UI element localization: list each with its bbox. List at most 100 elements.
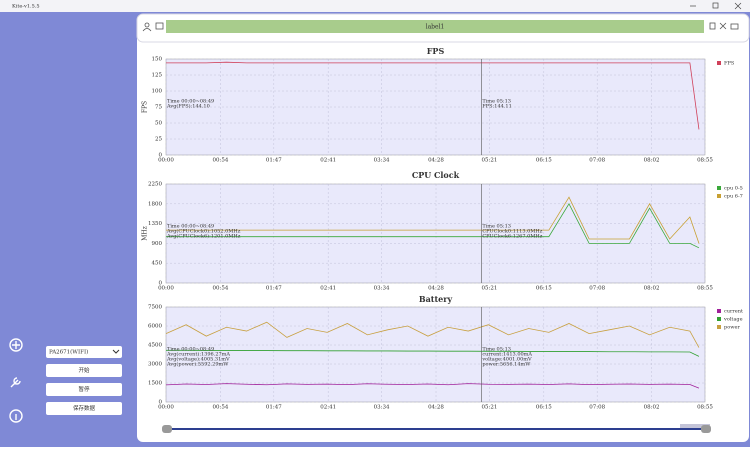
x-tick-label: 04:28	[428, 286, 444, 292]
x-tick-label: 00:00	[158, 405, 174, 411]
y-tick-label: 7500	[148, 305, 162, 311]
annotation: Avg(CPUClock0):1052.0MHz	[166, 228, 241, 235]
y-tick-label: 1500	[148, 381, 162, 387]
annotation: Avg(CPUClock6):1201.0MHz	[166, 233, 241, 240]
y-tick-label: 1350	[148, 221, 162, 227]
legend-swatch	[717, 309, 721, 313]
x-tick-label: 01:47	[266, 405, 282, 411]
annotation: CPUClock6:1267.0MHz	[482, 234, 542, 240]
x-tick-label: 07:08	[589, 286, 605, 292]
y-tick-label: 75	[155, 105, 162, 111]
window-controls[interactable]	[690, 2, 742, 10]
button[interactable]	[46, 364, 122, 377]
x-tick-label: 00:54	[212, 405, 228, 411]
x-tick-label: 04:28	[428, 158, 444, 164]
device-select[interactable]	[46, 346, 122, 358]
series-line	[166, 202, 700, 249]
x-tick-label: 04:28	[428, 405, 444, 411]
x-tick-label: 03:34	[374, 286, 390, 292]
x-tick-label: 08:02	[644, 286, 660, 292]
y-tick-label: 100	[152, 89, 163, 95]
button[interactable]	[46, 402, 122, 415]
x-tick-label: 02:41	[320, 405, 336, 411]
legend-label: FPS	[724, 61, 735, 67]
x-tick-label: 05:21	[481, 158, 497, 164]
x-tick-label: 08:02	[644, 405, 660, 411]
x-tick-label: 06:15	[536, 405, 552, 411]
y-tick-label: 50	[155, 121, 162, 127]
x-tick-label: 03:34	[374, 158, 390, 164]
y-axis-label: MHz	[142, 226, 149, 241]
annotation: voltage:4001.00mV	[481, 357, 532, 363]
label-bar	[166, 20, 704, 33]
annotation: power:5656.14mW	[482, 362, 531, 368]
button-label: 保存数据	[73, 404, 96, 412]
annotation: Avg(current):1396.27mA	[166, 351, 230, 358]
annotation: Time 00:00~08:49	[167, 99, 214, 105]
x-tick-label: 02:41	[320, 286, 336, 292]
annotation: CPUClock0:1113.0MHz	[482, 229, 542, 235]
annotation: current:1413.00mA	[482, 352, 532, 358]
x-tick-label: 07:08	[589, 405, 605, 411]
slider-handle[interactable]	[701, 425, 711, 433]
annotation: Time 00:00~08:49	[167, 347, 214, 353]
legend-swatch	[717, 61, 721, 65]
sidebar-icons[interactable]	[9, 338, 23, 423]
y-tick-label: 4500	[148, 343, 162, 349]
y-tick-label: 6000	[148, 324, 162, 330]
x-tick-label: 06:15	[536, 158, 552, 164]
y-tick-label: 125	[152, 73, 163, 79]
button-label: 开始	[78, 366, 90, 374]
toolbar-icons[interactable]	[142, 22, 739, 32]
x-tick-label: 07:08	[589, 158, 605, 164]
slider-handle[interactable]	[162, 425, 172, 433]
chart-title: CPU Clock	[412, 170, 460, 180]
title-bar	[0, 0, 750, 12]
plot-area	[165, 183, 706, 284]
x-tick-label: 06:15	[536, 286, 552, 292]
y-tick-label: 1800	[148, 201, 162, 207]
y-tick-label: 0	[159, 281, 163, 287]
x-tick-label: 00:54	[212, 286, 228, 292]
legend-swatch	[717, 194, 721, 198]
annotation: Avg(voltage):4005.31mV	[166, 356, 230, 363]
x-tick-label: 00:54	[212, 158, 228, 164]
x-tick-label: 02:41	[320, 158, 336, 164]
y-tick-label: 25	[155, 137, 162, 143]
plot-area	[165, 306, 706, 403]
x-tick-label: 05:21	[481, 405, 497, 411]
chart-title: Battery	[419, 294, 453, 304]
button-label: 暂停	[78, 385, 90, 393]
series-line	[166, 349, 700, 357]
y-axis-label: FPS	[142, 101, 149, 113]
device-select-text: PA2671(WIFI)	[49, 349, 88, 356]
x-tick-label: 08:55	[697, 158, 713, 164]
chart-title: FPS	[427, 46, 445, 56]
x-tick-label: 08:55	[697, 405, 713, 411]
window-title: Kite-v1.5.5	[12, 4, 40, 10]
legend-label: current	[724, 309, 743, 315]
y-tick-label: 450	[152, 261, 163, 267]
x-tick-label: 01:47	[266, 286, 282, 292]
legend-swatch	[717, 317, 721, 321]
y-tick-label: 900	[152, 241, 163, 247]
x-tick-label: 05:21	[481, 286, 497, 292]
x-tick-label: 00:00	[158, 286, 174, 292]
annotation: Avg(FPS):144.10	[166, 103, 210, 110]
y-tick-label: 0	[159, 153, 163, 159]
series-line	[166, 196, 700, 244]
sidebar	[30, 14, 138, 447]
y-tick-label: 2250	[148, 182, 162, 188]
legend-label: cpu 0-5	[724, 186, 743, 192]
legend-label: cpu 6-7	[724, 194, 743, 200]
x-tick-label: 08:02	[644, 158, 660, 164]
button[interactable]	[46, 383, 122, 396]
y-tick-label: 150	[152, 57, 163, 63]
x-tick-label: 01:47	[266, 158, 282, 164]
series-line	[165, 383, 700, 389]
annotation: Time 05:13	[482, 224, 511, 230]
series-line	[166, 61, 700, 130]
annotation: Time 05:13	[482, 347, 511, 353]
